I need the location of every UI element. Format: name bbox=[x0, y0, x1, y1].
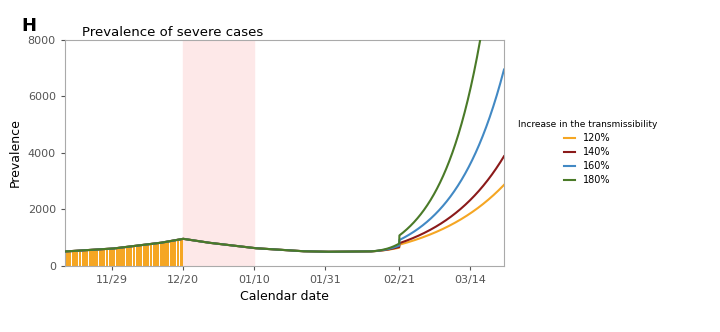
Bar bbox=[96, 250, 99, 266]
Bar bbox=[140, 245, 143, 266]
Bar bbox=[75, 251, 78, 266]
Text: Prevalence of severe cases: Prevalence of severe cases bbox=[82, 26, 264, 39]
Bar bbox=[130, 246, 132, 266]
Bar bbox=[102, 249, 105, 266]
Bar bbox=[65, 251, 68, 266]
Bar bbox=[72, 251, 75, 266]
Legend: 120%, 140%, 160%, 180%: 120%, 140%, 160%, 180% bbox=[518, 121, 657, 185]
X-axis label: Calendar date: Calendar date bbox=[240, 290, 329, 303]
Bar bbox=[86, 250, 88, 266]
Bar bbox=[146, 244, 149, 266]
Bar bbox=[163, 242, 166, 266]
Bar bbox=[126, 247, 129, 266]
Bar bbox=[109, 249, 112, 266]
Bar bbox=[116, 248, 119, 266]
Bar bbox=[68, 251, 71, 266]
Text: H: H bbox=[21, 17, 36, 35]
Bar bbox=[180, 239, 183, 266]
Bar bbox=[92, 250, 95, 266]
Bar bbox=[89, 250, 91, 266]
Bar bbox=[132, 246, 135, 266]
Bar bbox=[170, 241, 173, 266]
Bar bbox=[106, 249, 109, 266]
Bar bbox=[183, 40, 254, 266]
Bar bbox=[174, 240, 176, 266]
Bar bbox=[150, 244, 153, 266]
Bar bbox=[99, 249, 102, 266]
Bar bbox=[143, 245, 145, 266]
Bar bbox=[119, 248, 122, 266]
Bar bbox=[136, 246, 139, 266]
Bar bbox=[166, 241, 169, 266]
Bar bbox=[156, 243, 159, 266]
Bar bbox=[112, 248, 115, 266]
Bar bbox=[82, 250, 85, 266]
Bar bbox=[176, 240, 179, 266]
Bar bbox=[78, 251, 81, 266]
Bar bbox=[160, 243, 163, 266]
Bar bbox=[122, 247, 125, 266]
Bar bbox=[153, 244, 156, 266]
Y-axis label: Prevalence: Prevalence bbox=[9, 118, 22, 187]
